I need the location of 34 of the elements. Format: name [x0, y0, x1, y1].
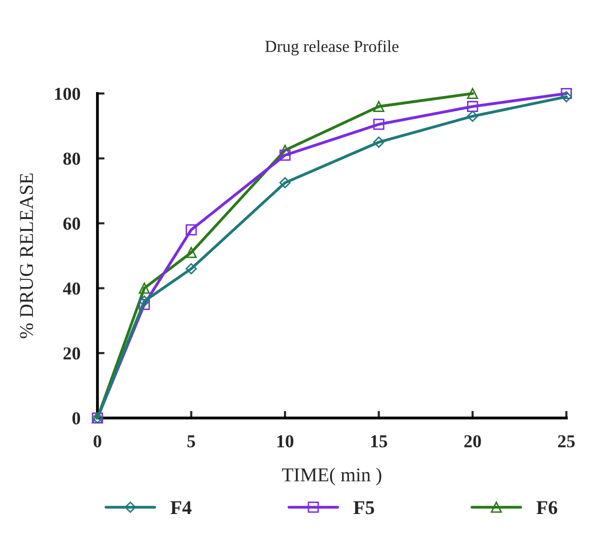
x-axis-title: TIME( min ): [282, 468, 382, 486]
point: [560, 91, 572, 102]
x-tick-label: 5: [187, 435, 196, 448]
point: [560, 88, 572, 100]
y-tick-label: 20: [63, 347, 80, 360]
point: [373, 118, 384, 130]
y-axis-title: % DRUG RELEASE: [20, 174, 34, 338]
point: [279, 177, 291, 188]
point: [467, 100, 478, 112]
y-tick-label: 100: [55, 88, 80, 100]
x-tick-label: 25: [558, 435, 575, 448]
legend-label: F5: [354, 501, 374, 514]
point: [373, 100, 384, 112]
point: [138, 282, 150, 294]
x-tick-label: 20: [464, 435, 481, 448]
x-tick-label: 15: [371, 435, 388, 448]
point: [466, 110, 478, 122]
point: [279, 150, 291, 161]
point: [186, 263, 197, 274]
x-tick-label: 0: [94, 435, 102, 448]
legend-label: F4: [170, 501, 192, 514]
y-tick-label: 40: [62, 282, 80, 295]
x-tick-label: 10: [277, 435, 294, 448]
y-tick-label: 0: [72, 412, 80, 424]
point: [467, 88, 478, 100]
chart-title: Drug release Profile: [265, 40, 398, 56]
point: [186, 224, 197, 236]
point: [138, 296, 150, 307]
legend-label: F6: [536, 501, 558, 514]
y-tick-label: 80: [63, 152, 80, 165]
point: [186, 246, 197, 258]
point: [373, 136, 384, 148]
y-tick-label: 60: [63, 218, 80, 230]
point: [138, 298, 150, 310]
